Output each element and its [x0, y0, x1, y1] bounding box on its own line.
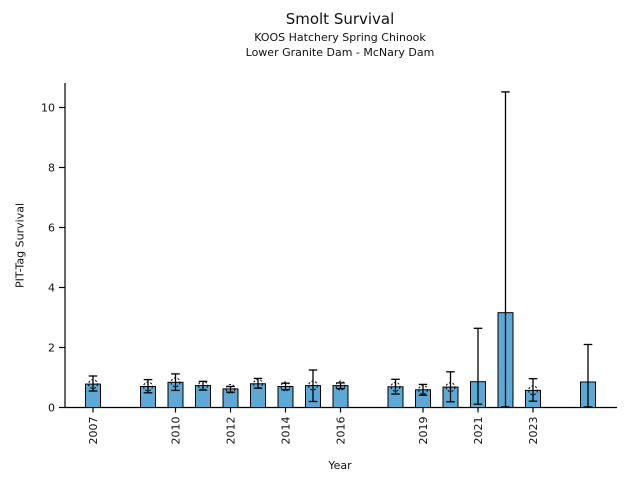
axis-spines — [64, 83, 617, 409]
x-tick-label: 2021 — [472, 417, 485, 445]
x-tick-label: 2019 — [417, 417, 430, 445]
x-axis-label: Year — [328, 459, 352, 472]
point-marker-2010 — [170, 377, 181, 388]
point-marker-2020 — [445, 382, 456, 393]
chart-subtitle-line1: KOOS Hatchery Spring Chinook — [254, 31, 426, 44]
x-tick-label: 2016 — [335, 417, 348, 445]
point-marker-2016 — [335, 380, 346, 391]
x-tick-label: 2007 — [87, 417, 100, 445]
point-marker-2023 — [528, 385, 538, 396]
point-marker-2019 — [418, 384, 428, 395]
y-tick-label: 10 — [41, 101, 55, 114]
point-marker-2014 — [280, 381, 291, 392]
point-marker-2007 — [88, 379, 98, 390]
y-tick-label: 6 — [48, 221, 55, 234]
point-marker-2012 — [225, 383, 236, 394]
x-tick-label: 2023 — [527, 417, 540, 445]
point-marker-2015 — [308, 380, 318, 391]
y-tick-label: 4 — [48, 281, 55, 294]
point-marker-2013 — [253, 378, 263, 389]
x-tick-label: 2012 — [225, 417, 238, 445]
point-marker-2009 — [143, 381, 153, 392]
y-tick-label: 8 — [48, 161, 55, 174]
page-title: Smolt Survival — [285, 10, 395, 28]
chart-subtitle-line2: Lower Granite Dam - McNary Dam — [245, 46, 435, 59]
point-marker-2011 — [198, 380, 208, 391]
y-tick-label: 2 — [48, 341, 55, 354]
y-tick-label: 0 — [48, 401, 55, 414]
x-tick-label: 2014 — [280, 417, 293, 445]
x-tick-label: 2010 — [170, 417, 183, 445]
point-marker-2018 — [390, 381, 401, 392]
